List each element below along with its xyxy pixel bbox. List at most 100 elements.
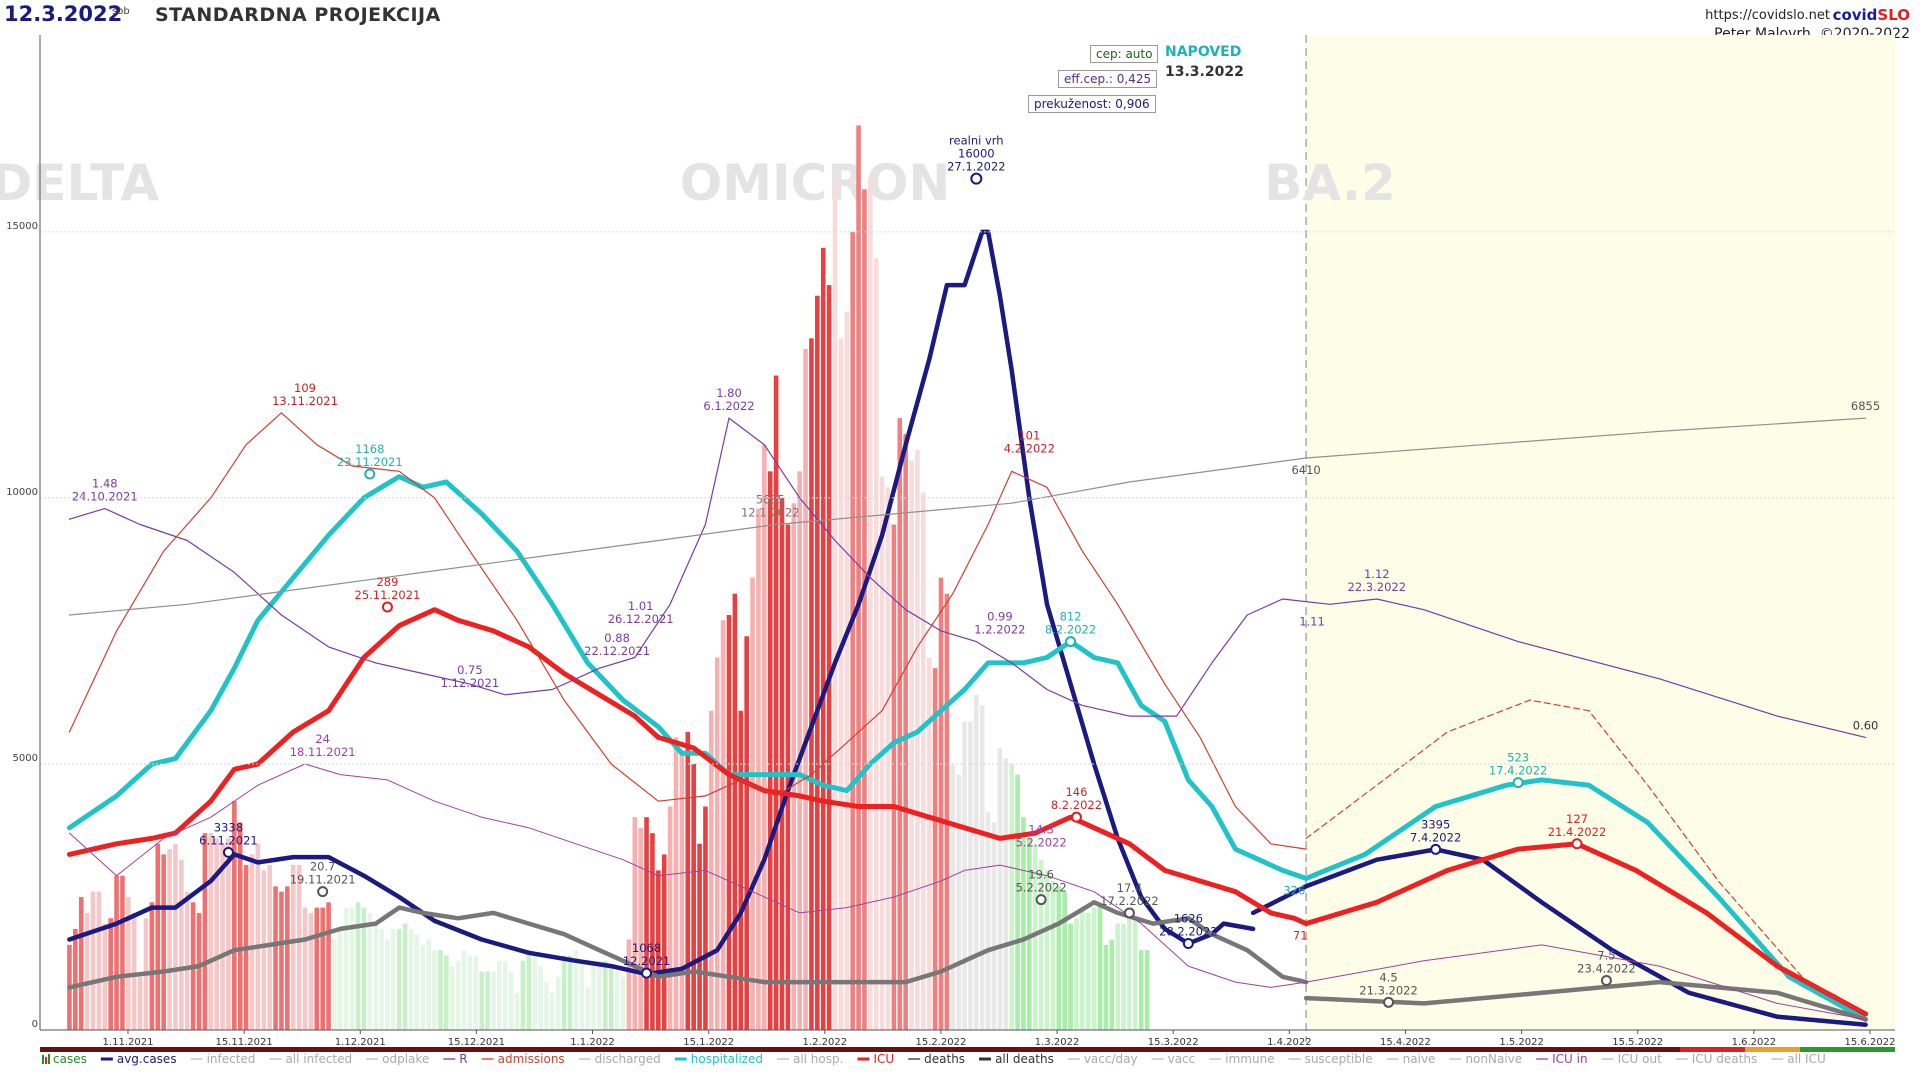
case-bar (326, 902, 331, 1030)
case-bar (173, 843, 178, 1030)
x-tick-label: 15.11.2021 (216, 1037, 273, 1048)
case-bar (1027, 838, 1032, 1030)
annotation-line: 8.2.2022 (1051, 798, 1102, 812)
annotation-line: 1.12 (1364, 567, 1390, 581)
case-bar (767, 471, 773, 1030)
annotation-label: 20.7 19.11.2021 (290, 860, 356, 887)
annotation-line: 18.11.2021 (290, 745, 356, 759)
legend-label: all deaths (995, 1052, 1054, 1066)
forecast-line-admissions (1305, 699, 1867, 1015)
case-bar (791, 503, 797, 1030)
annotation-dot (1571, 838, 1583, 850)
annotation-line: 1.01 (628, 599, 654, 613)
case-bar (296, 865, 302, 1030)
annotation-line: 127 (1566, 812, 1588, 826)
legend-label: deaths (924, 1052, 965, 1066)
case-bar (579, 960, 585, 1030)
annotation-line: 26.12.2021 (608, 612, 674, 626)
watermark-omicron: OMICRON (680, 154, 950, 212)
annotation-line: 146 (1065, 785, 1087, 799)
case-bar (773, 375, 779, 1030)
x-tick-label: 1.6.2022 (1732, 1037, 1777, 1048)
annotation-dot (1065, 636, 1077, 648)
watermark-ba2: BA.2 (1264, 154, 1396, 212)
case-bar (131, 912, 137, 1030)
forecast-box-prekuzenost: prekuženost: 0,906 (1028, 95, 1156, 113)
annotation-line: 23.4.2022 (1577, 962, 1636, 976)
annotation-line: realni vrh (949, 134, 1004, 148)
annotation-line: 0.99 (987, 610, 1013, 624)
case-bar (632, 817, 638, 1030)
case-bar (167, 849, 172, 1030)
legend-label: immune (1225, 1052, 1274, 1066)
annotation-label: 3338 6.11.2021 (199, 820, 258, 847)
annotation-line: 5685 (756, 493, 785, 507)
source-url[interactable]: https://covidslo.net (1705, 8, 1830, 23)
annotation-line: 1168 (355, 442, 384, 456)
case-bar (667, 806, 673, 1030)
case-bar (208, 833, 214, 1030)
case-bar (367, 912, 373, 1030)
case-bar (90, 891, 96, 1030)
case-bar (1121, 923, 1126, 1030)
case-bar (532, 955, 537, 1030)
annotation-label: 19.6 5.2.2022 (1016, 868, 1067, 895)
annotation-line: 326 (1283, 883, 1305, 897)
legend-label: ICU in (1552, 1052, 1587, 1066)
case-bar (449, 966, 455, 1030)
case-bar (232, 801, 237, 1030)
annotation-label: 71 (1293, 929, 1308, 943)
x-tick-label: 1.2.2022 (803, 1037, 848, 1048)
case-bar (308, 912, 314, 1030)
case-bar (891, 524, 897, 1030)
annotation-line: 12.1.2022 (741, 506, 800, 520)
annotation-line: 289 (376, 575, 398, 589)
case-bar (962, 721, 967, 1030)
brand-part-b: SLO (1877, 6, 1910, 24)
case-bar (444, 955, 449, 1030)
forecast-label: NAPOVED (1165, 44, 1242, 60)
case-bar (762, 444, 767, 1030)
annotation-dot (1430, 843, 1442, 855)
case-bar (726, 614, 732, 1030)
case-bar (279, 891, 284, 1030)
case-bar (585, 987, 590, 1030)
annotation-dot (970, 172, 983, 185)
annotation-line: 6855 (1851, 399, 1880, 413)
case-bar (856, 125, 861, 1031)
case-bar (1044, 870, 1050, 1030)
brand-part-a: covid (1832, 6, 1878, 24)
case-bar (685, 732, 691, 1030)
annotation-dot (381, 601, 393, 613)
annotation-dot (1123, 907, 1135, 919)
case-bar (744, 636, 749, 1030)
case-bar (732, 593, 738, 1030)
case-bar (332, 939, 337, 1030)
annotation-line: 1.2.2022 (974, 623, 1025, 637)
legend-swatch (45, 1057, 47, 1064)
annotation-label: 14.3 5.2.2022 (1016, 822, 1067, 849)
legend-label: ICU (873, 1052, 894, 1066)
annotation-label: 127 21.4.2022 (1548, 812, 1607, 839)
case-bar (120, 875, 125, 1030)
annotation-label: 0.88 22.12.2021 (584, 631, 650, 658)
case-bar (385, 939, 390, 1030)
forecast-date: 13.3.2022 (1165, 64, 1244, 80)
case-bar (1056, 886, 1062, 1030)
case-bar (1062, 891, 1067, 1030)
annotation-line: 109 (294, 381, 316, 395)
case-bar (426, 939, 431, 1030)
legend-label: discharged (595, 1052, 661, 1066)
x-tick-label: 1.1.2022 (570, 1037, 615, 1048)
annotation-label: 17.4 17.2.2022 (1100, 881, 1159, 908)
legend-label: nonNaive (1465, 1052, 1522, 1066)
case-bar (1115, 923, 1120, 1030)
case-bar (78, 896, 84, 1030)
case-bar (1003, 758, 1009, 1030)
case-bar (673, 737, 679, 1030)
case-bar (650, 833, 655, 1030)
case-bar (473, 955, 479, 1030)
case-bar (679, 753, 685, 1030)
case-bar (314, 907, 320, 1030)
legend-label: susceptible (1305, 1052, 1373, 1066)
